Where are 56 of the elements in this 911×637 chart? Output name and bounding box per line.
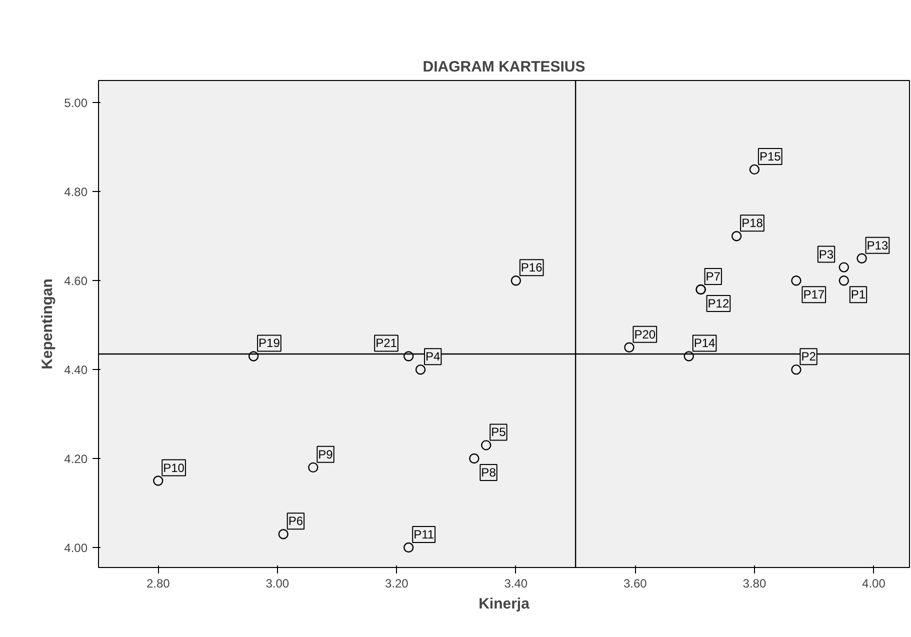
point [838,262,850,272]
y-tick-label: 5.00 [64,96,88,110]
data-label: P1 [850,288,866,302]
data-label: P12 [708,296,730,311]
data-label: P6 [288,514,304,528]
data-label: P16 [520,260,543,275]
data-label: P4 [426,350,441,364]
data-label: P14 [694,336,716,350]
y-tick-label: 4.40 [64,363,88,378]
y-tick-label: 4.60 [64,274,88,288]
point [469,453,480,464]
data-label: P7 [706,270,721,284]
x-tick-label: 3.20 [384,576,409,590]
point [403,351,414,362]
x-tick-label: 3.40 [504,576,528,590]
y-tick-label: 4.00 [64,540,88,555]
point [308,462,318,473]
x-axis-title: Kinerja [478,596,530,612]
chart-title: DIAGRAM KARTESIUS [422,58,586,76]
point [684,351,694,362]
point [415,364,426,375]
x-tick-label: 3.60 [624,576,648,590]
data-label: P2 [801,350,816,364]
data-label: P8 [481,466,496,480]
point [248,351,259,362]
x-tick-label: 2.80 [146,576,170,590]
point [403,542,414,553]
y-axis-title: Kepentingan [39,278,56,370]
x-tick-label: 3.80 [742,576,766,590]
data-label: P19 [258,336,280,350]
data-label: P9 [318,447,334,462]
point [856,253,867,264]
data-label: P11 [414,527,434,542]
point [838,276,850,286]
data-label: P18 [742,216,764,230]
data-label: P10 [163,460,185,475]
point [624,342,634,352]
y-tick-label: 4.80 [64,185,88,200]
data-label: P17 [803,288,825,302]
point [791,276,802,286]
data-label: P20 [634,327,656,342]
x-tick-label: 3.00 [266,576,290,590]
point [731,231,742,242]
data-label: P21 [376,336,398,350]
point [749,164,760,175]
point [153,476,164,486]
point [278,529,288,540]
point [481,440,492,450]
x-tick-label: 4.00 [862,576,886,590]
data-label: P5 [491,425,506,440]
data-label: P3 [818,247,834,262]
data-label: P13 [866,238,888,252]
point [791,364,802,375]
data-label: P15 [759,149,782,164]
point [510,276,522,286]
y-tick-label: 4.20 [64,452,88,466]
